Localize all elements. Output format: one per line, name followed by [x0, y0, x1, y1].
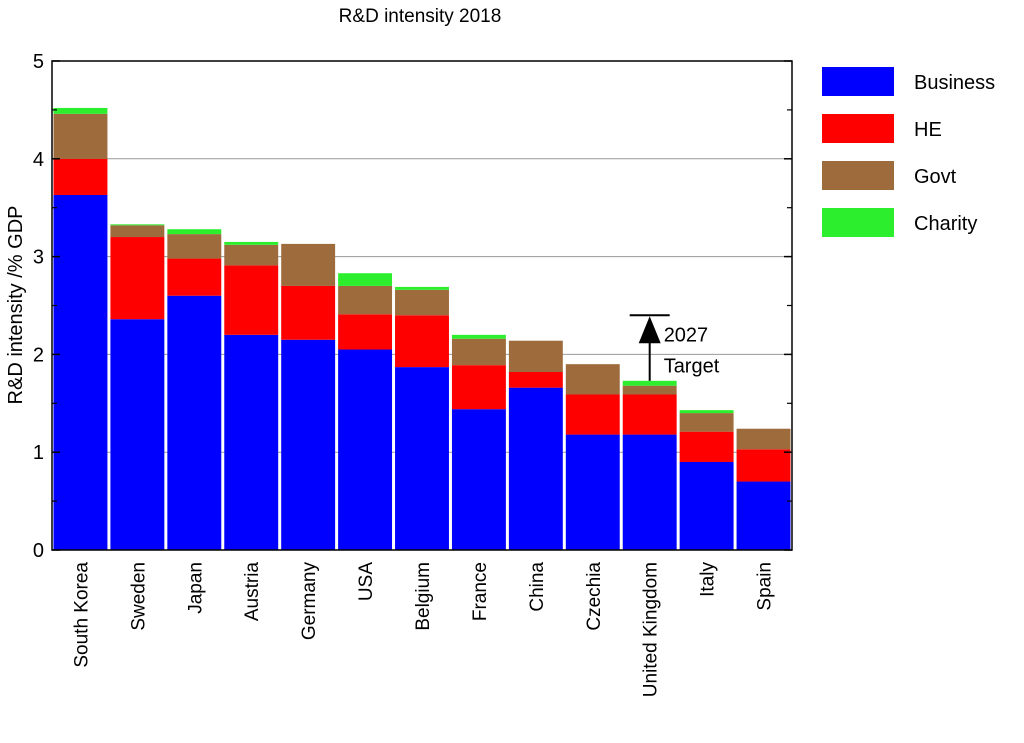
- bar-govt-italy: [679, 413, 734, 432]
- bar-he-japan: [167, 258, 222, 296]
- bar-charity-italy: [679, 410, 734, 414]
- bar-business-czechia: [565, 434, 620, 550]
- legend-label-he: HE: [914, 119, 942, 141]
- bar-govt-united-kingdom: [622, 385, 677, 395]
- bar-business-italy: [679, 461, 734, 550]
- x-tick-label: Japan: [185, 562, 206, 614]
- x-tick-label: Austria: [242, 562, 263, 622]
- plot-area: South Korea Sweden Japan Austria Germany USA B…: [33, 51, 793, 697]
- x-tick-label: USA: [356, 562, 377, 601]
- bar-charity-austria: [224, 241, 279, 245]
- bar-charity-sweden: [110, 224, 165, 226]
- y-axis-label: R&D intensity /% GDP: [5, 206, 27, 405]
- x-tick-label: Spain: [755, 562, 776, 611]
- bar-charity-japan: [167, 229, 222, 235]
- bar-govt-south-korea: [53, 113, 108, 159]
- target-label-year: 2027: [664, 324, 709, 346]
- legend-swatch-business: [822, 67, 894, 96]
- y-tick-label: 0: [33, 540, 44, 562]
- bar-business-sweden: [110, 319, 165, 550]
- y-tick-label: 2: [33, 344, 44, 366]
- legend-label-business: Business: [914, 72, 995, 94]
- bar-govt-usa: [338, 285, 393, 315]
- x-tick-label: France: [470, 562, 491, 621]
- x-tick-label: United Kingdom: [641, 562, 662, 697]
- bar-business-japan: [167, 295, 222, 550]
- bar-business-china: [508, 387, 563, 550]
- bar-he-sweden: [110, 237, 165, 320]
- bar-he-spain: [736, 449, 791, 482]
- y-tick-label: 3: [33, 247, 44, 269]
- bar-he-south-korea: [53, 158, 108, 195]
- target-arrow-head: [638, 316, 661, 344]
- legend-swatch-he: [822, 114, 894, 143]
- bar-govt-japan: [167, 234, 222, 259]
- bar-business-spain: [736, 481, 791, 550]
- bar-he-czechia: [565, 394, 620, 435]
- bar-he-austria: [224, 265, 279, 335]
- bar-govt-spain: [736, 428, 791, 450]
- bar-govt-germany: [281, 243, 336, 286]
- x-tick-label: Belgium: [413, 562, 434, 631]
- bar-business-austria: [224, 334, 279, 550]
- bar-charity-usa: [338, 273, 393, 286]
- bar-charity-belgium: [395, 286, 449, 290]
- bar-he-china: [508, 372, 563, 388]
- bar-govt-czechia: [565, 364, 620, 395]
- bar-he-usa: [338, 314, 393, 350]
- bar-charity-south-korea: [53, 107, 108, 114]
- bar-charity-united-kingdom: [622, 380, 677, 386]
- x-tick-label: South Korea: [71, 562, 92, 668]
- bar-business-united-kingdom: [622, 434, 677, 550]
- bar-business-usa: [338, 349, 393, 550]
- bar-govt-france: [451, 338, 506, 366]
- y-tick-label: 1: [33, 442, 44, 464]
- bar-business-germany: [281, 339, 336, 550]
- x-tick-label: Sweden: [128, 562, 149, 631]
- bar-business-south-korea: [53, 194, 108, 550]
- bar-govt-austria: [224, 244, 279, 266]
- bar-business-france: [451, 409, 506, 550]
- bar-govt-china: [508, 340, 563, 373]
- chart-title: R&D intensity 2018: [339, 6, 502, 27]
- bar-he-belgium: [395, 315, 449, 368]
- y-tick-label: 5: [33, 51, 44, 73]
- legend: Business HE Govt Charity: [822, 67, 995, 237]
- bar-govt-sweden: [110, 225, 165, 238]
- bar-he-italy: [679, 431, 734, 462]
- legend-label-charity: Charity: [914, 213, 977, 235]
- bar-he-france: [451, 365, 506, 410]
- bar-he-united-kingdom: [622, 394, 677, 435]
- target-label-text: Target: [664, 355, 720, 377]
- legend-label-govt: Govt: [914, 166, 957, 188]
- bar-govt-belgium: [395, 289, 449, 316]
- legend-swatch-govt: [822, 161, 894, 190]
- x-tick-label: Germany: [299, 562, 320, 641]
- bar-charity-france: [451, 334, 506, 339]
- x-tick-label: China: [527, 562, 548, 612]
- x-tick-label: Italy: [698, 562, 719, 597]
- x-tick-label: Czechia: [584, 562, 605, 631]
- bar-business-belgium: [395, 367, 449, 550]
- legend-swatch-charity: [822, 208, 894, 237]
- bar-he-germany: [281, 285, 336, 340]
- y-tick-label: 4: [33, 149, 44, 171]
